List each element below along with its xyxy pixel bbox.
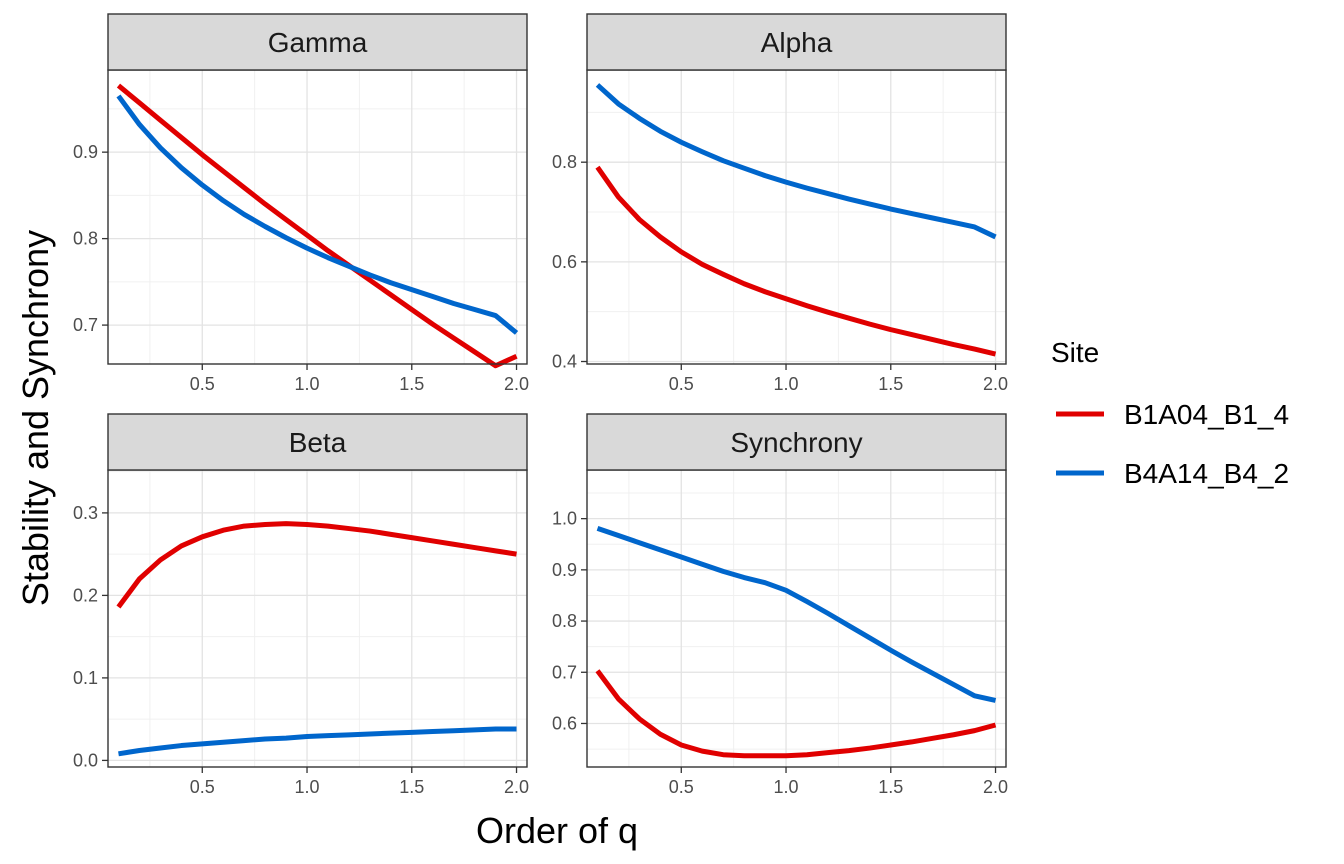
panel-background (108, 470, 527, 767)
x-tick-label: 0.5 (669, 374, 694, 394)
series-line-b4a14-b4-2 (118, 726, 517, 757)
x-tick-label: 1.0 (774, 777, 799, 797)
y-tick-label: 0.1 (73, 668, 98, 688)
y-tick-label: 0.3 (73, 503, 98, 523)
y-tick-label: 0.7 (552, 662, 577, 682)
strip-label: Synchrony (730, 427, 862, 458)
x-tick-label: 0.5 (669, 777, 694, 797)
y-axis-title: Stability and Synchrony (15, 230, 56, 606)
panel-alpha: Alpha 0.4 0.6 0.8 0.5 1.0 1.5 2.0 (552, 13, 1008, 394)
series-line-b4a14-b4-2 (595, 83, 997, 240)
legend-item: B4A14_B4_2 (1056, 458, 1289, 489)
x-tick-label: 1.5 (878, 777, 903, 797)
legend-title: Site (1051, 337, 1099, 368)
series-line-b1a04-b1-4 (595, 669, 997, 759)
series-line-b4a14-b4-2 (116, 94, 519, 335)
series-line-b1a04-b1-4 (116, 83, 518, 369)
strip-background (107, 13, 528, 71)
y-tick-label: 0.2 (73, 585, 98, 605)
x-tick-label: 0.5 (190, 374, 215, 394)
x-tick-label: 1.5 (878, 374, 903, 394)
series-line-b1a04-b1-4 (116, 521, 517, 609)
panel-background (108, 70, 527, 364)
panel-background (587, 470, 1006, 767)
strip-label: Beta (289, 427, 347, 458)
x-tick-label: 2.0 (504, 374, 529, 394)
x-tick-label: 2.0 (983, 374, 1008, 394)
panel-synchrony: Synchrony 0.6 0.7 0.8 0.9 1.0 0.5 1.0 1.5 2.0 (552, 413, 1008, 797)
y-tick-label: 0.6 (552, 713, 577, 733)
x-tick-label: 1.0 (774, 374, 799, 394)
y-tick-label: 0.8 (552, 152, 577, 172)
panel-beta: Beta 0.0 0.1 0.2 0.3 0.5 1.0 1.5 2.0 (73, 413, 529, 797)
x-axis-title: Order of q (476, 810, 638, 851)
strip-background (586, 13, 1007, 71)
x-tick-label: 1.5 (399, 374, 424, 394)
y-tick-label: 0.8 (73, 229, 98, 249)
legend-label: B1A04_B1_4 (1124, 399, 1289, 430)
panel-gamma: Gamma 0.7 0.8 0.9 0.5 1.0 1.5 2.0 (73, 13, 529, 394)
legend: Site B1A04_B1_4 B4A14_B4_2 (1051, 337, 1289, 489)
x-tick-label: 1.0 (295, 777, 320, 797)
x-tick-label: 1.5 (399, 777, 424, 797)
x-tick-label: 2.0 (504, 777, 529, 797)
y-tick-label: 0.8 (552, 611, 577, 631)
x-tick-label: 0.5 (190, 777, 215, 797)
y-tick-label: 0.6 (552, 252, 577, 272)
series-line-b1a04-b1-4 (595, 165, 997, 357)
strip-background (107, 413, 528, 471)
y-tick-label: 1.0 (552, 509, 577, 529)
y-tick-label: 0.4 (552, 352, 577, 372)
legend-item: B1A04_B1_4 (1056, 399, 1289, 430)
y-tick-label: 0.7 (73, 315, 98, 335)
strip-label: Alpha (761, 27, 833, 58)
y-tick-label: 0.0 (73, 750, 98, 770)
legend-label: B4A14_B4_2 (1124, 458, 1289, 489)
y-tick-label: 0.9 (552, 560, 577, 580)
strip-label: Gamma (268, 27, 368, 58)
series-line-b4a14-b4-2 (596, 526, 997, 703)
x-tick-label: 1.0 (295, 374, 320, 394)
strip-background (586, 413, 1007, 471)
x-tick-label: 2.0 (983, 777, 1008, 797)
y-tick-label: 0.9 (73, 142, 98, 162)
